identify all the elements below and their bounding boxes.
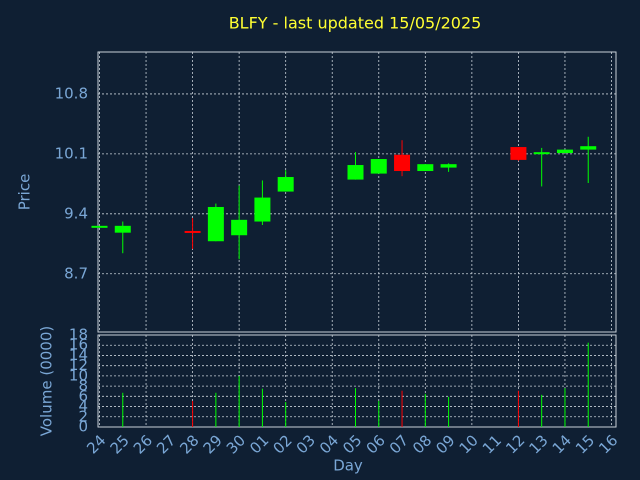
volume-tick-label: 4 bbox=[78, 397, 88, 415]
y-tick-label: 8.7 bbox=[64, 264, 88, 282]
volume-tick-label: 16 bbox=[69, 336, 88, 354]
volume-tick-label: 10 bbox=[69, 366, 88, 384]
volume-tick-label: 12 bbox=[69, 356, 88, 374]
candle-body bbox=[91, 225, 108, 228]
y-tick-label: 10.1 bbox=[55, 144, 88, 162]
candle-body bbox=[440, 164, 457, 168]
candle-body bbox=[510, 147, 527, 160]
candle-body bbox=[114, 225, 131, 233]
candle-body bbox=[231, 219, 248, 236]
chart-title: BLFY - last updated 15/05/2025 bbox=[229, 14, 482, 33]
x-axis-label: Day bbox=[333, 457, 363, 475]
candle-body bbox=[533, 152, 550, 155]
volume-tick-label: 18 bbox=[69, 326, 88, 344]
volume-tick-label: 8 bbox=[78, 377, 88, 395]
candle-body bbox=[254, 197, 271, 222]
candle-body bbox=[417, 164, 434, 172]
candle-body bbox=[394, 154, 411, 172]
volume-frame bbox=[97, 334, 617, 428]
candle-body bbox=[347, 165, 364, 180]
candle-body bbox=[556, 149, 573, 154]
candle-body bbox=[184, 230, 201, 233]
volume-tick-label: 14 bbox=[69, 346, 88, 364]
candle-body bbox=[277, 177, 294, 192]
volume-tick-label: 6 bbox=[78, 387, 88, 405]
y-tick-label: 10.8 bbox=[55, 84, 88, 102]
volume-axis-label: Volume (0000) bbox=[38, 326, 56, 436]
price-frame bbox=[97, 51, 617, 333]
y-tick-label: 9.4 bbox=[64, 204, 88, 222]
volume-tick-label: 2 bbox=[78, 407, 88, 425]
candle-body bbox=[207, 206, 224, 242]
candle-body bbox=[580, 146, 597, 150]
candle-body bbox=[370, 159, 387, 174]
y-axis-label: Price bbox=[16, 174, 34, 211]
volume-tick-label: 0 bbox=[78, 418, 88, 436]
